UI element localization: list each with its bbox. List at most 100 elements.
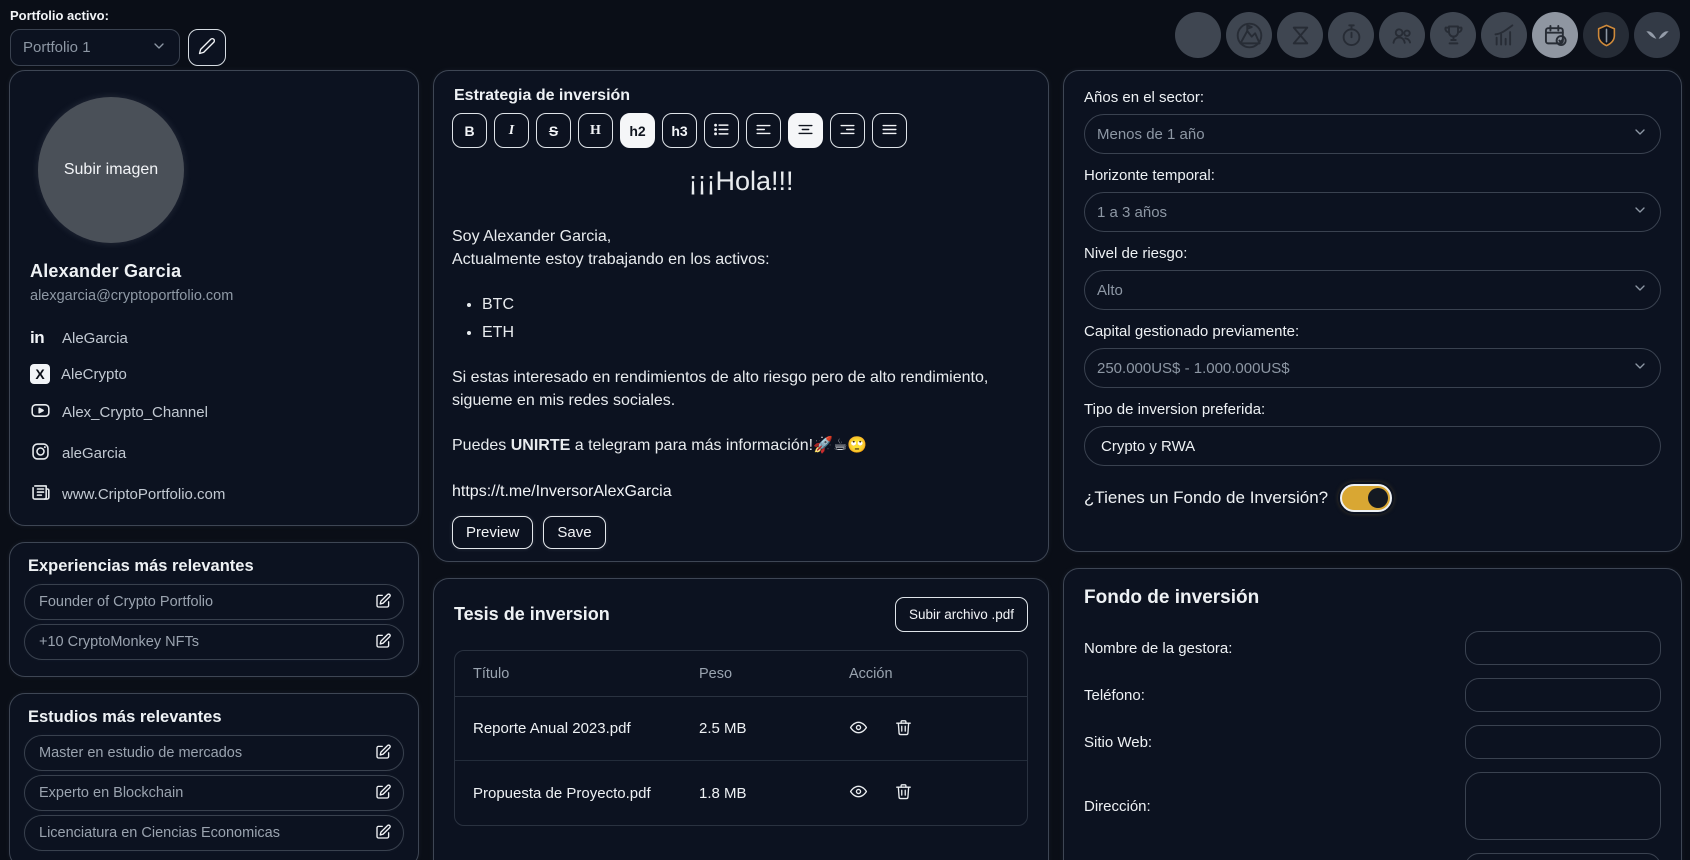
fund-website-input[interactable] <box>1465 725 1661 759</box>
social-label: AleCrypto <box>61 365 127 383</box>
social-link-website[interactable]: www.CriptoPortfolio.com <box>30 482 398 507</box>
view-file-button[interactable] <box>849 782 868 804</box>
experience-item[interactable]: Founder of Crypto Portfolio <box>24 584 404 620</box>
richtext-toolbar: B I S H h2 h3 <box>452 113 1030 148</box>
asset-item: BTC <box>482 294 1030 317</box>
h2-button[interactable]: h2 <box>620 113 655 148</box>
file-title: Propuesta de Proyecto.pdf <box>473 784 651 802</box>
risk-level-select[interactable]: Alto <box>1084 270 1661 310</box>
fund-manager-label: Nombre de la gestora: <box>1084 639 1233 657</box>
align-center-button[interactable] <box>788 113 823 148</box>
social-label: aleGarcia <box>62 445 127 462</box>
delete-file-button[interactable] <box>894 782 913 804</box>
edit-study-button[interactable] <box>369 779 397 807</box>
align-right-button[interactable] <box>830 113 865 148</box>
blank-badge[interactable] <box>1175 12 1221 58</box>
social-link-instagram[interactable]: aleGarcia <box>30 441 398 466</box>
chevron-down-icon <box>1632 280 1648 300</box>
portfolio-select-value: Portfolio 1 <box>23 39 91 56</box>
upload-pdf-button[interactable]: Subir archivo .pdf <box>894 597 1028 632</box>
right-column: Años en el sector: Menos de 1 año Horizo… <box>1063 70 1682 860</box>
align-center-icon <box>796 120 815 142</box>
wings-badge[interactable] <box>1634 12 1680 58</box>
social-link-linkedin[interactable]: in AleGarcia <box>30 328 398 348</box>
fund-phone-label: Teléfono: <box>1084 686 1145 704</box>
strategy-line2: Actualmente estoy trabajando en los acti… <box>452 251 770 269</box>
calendar-check-badge[interactable] <box>1532 12 1578 58</box>
sector-years-select[interactable]: Menos de 1 año <box>1084 114 1661 154</box>
edit-portfolio-button[interactable] <box>188 29 226 66</box>
strategy-line1: Soy Alexander Garcia, <box>452 228 612 246</box>
strategy-editor[interactable]: ¡¡¡Hola!!! Soy Alexander Garcia, Actualm… <box>452 162 1030 504</box>
edit-square-icon <box>374 743 392 764</box>
fund-extra-input[interactable] <box>1465 853 1661 860</box>
growth-chart-badge[interactable] <box>1481 12 1527 58</box>
mountain-flag-badge[interactable] <box>1226 12 1272 58</box>
justify-icon <box>880 120 899 142</box>
shield-badge[interactable] <box>1583 12 1629 58</box>
telegram-link[interactable]: https://t.me/InversorAlexGarcia <box>452 483 672 501</box>
italic-button[interactable]: I <box>494 113 529 148</box>
social-link-youtube[interactable]: Alex_Crypto_Channel <box>30 400 398 425</box>
portfolio-active-label: Portfolio activo: <box>10 8 109 23</box>
hourglass-badge[interactable] <box>1277 12 1323 58</box>
experience-item[interactable]: +10 CryptoMonkey NFTs <box>24 624 404 660</box>
studies-card: Estudios más relevantes Master en estudi… <box>9 693 419 860</box>
experience-text: +10 CryptoMonkey NFTs <box>39 634 199 650</box>
managed-capital-label: Capital gestionado previamente: <box>1084 323 1300 340</box>
eye-icon <box>849 782 868 804</box>
social-label: AleGarcia <box>62 329 128 347</box>
trophy-badge[interactable] <box>1430 12 1476 58</box>
h3-button[interactable]: h3 <box>662 113 697 148</box>
file-size: 1.8 MB <box>699 784 747 802</box>
heading-button[interactable]: H <box>578 113 613 148</box>
edit-experience-button[interactable] <box>369 628 397 656</box>
thesis-title: Tesis de inversion <box>454 604 610 624</box>
preview-button[interactable]: Preview <box>452 516 534 550</box>
team-badge[interactable] <box>1379 12 1425 58</box>
save-button[interactable]: Save <box>543 516 606 550</box>
social-label: www.CriptoPortfolio.com <box>62 486 226 503</box>
bold-button[interactable]: B <box>452 113 487 148</box>
study-text: Master en estudio de mercados <box>39 745 243 761</box>
x-icon: X <box>30 364 50 384</box>
fund-toggle[interactable] <box>1340 484 1393 512</box>
chevron-down-icon <box>1632 202 1648 222</box>
eye-icon <box>849 718 868 740</box>
chevron-down-icon <box>151 38 167 58</box>
trash-icon <box>894 718 913 740</box>
study-item[interactable]: Master en estudio de mercados <box>24 735 404 771</box>
align-left-button[interactable] <box>746 113 781 148</box>
edit-study-button[interactable] <box>369 819 397 847</box>
fund-phone-input[interactable] <box>1465 678 1661 712</box>
edit-experience-button[interactable] <box>369 588 397 616</box>
preferences-card: Años en el sector: Menos de 1 año Horizo… <box>1063 70 1682 552</box>
fund-website-label: Sitio Web: <box>1084 733 1153 751</box>
bullet-list-button[interactable] <box>704 113 739 148</box>
investment-type-label: Tipo de inversion preferida: <box>1084 401 1266 418</box>
time-horizon-select[interactable]: 1 a 3 años <box>1084 192 1661 232</box>
stopwatch-badge[interactable] <box>1328 12 1374 58</box>
fund-address-input[interactable] <box>1465 772 1661 840</box>
table-row: Reporte Anual 2023.pdf 2.5 MB <box>455 697 1027 761</box>
strategy-para2: Si estas interesado en rendimientos de a… <box>452 369 989 409</box>
edit-square-icon <box>374 783 392 804</box>
study-item[interactable]: Experto en Blockchain <box>24 775 404 811</box>
view-file-button[interactable] <box>849 718 868 740</box>
strategy-heading: ¡¡¡Hola!!! <box>688 166 794 196</box>
fund-manager-input[interactable] <box>1465 631 1661 665</box>
file-size: 2.5 MB <box>699 720 747 737</box>
upload-image-button[interactable]: Subir imagen <box>38 97 184 243</box>
social-link-x[interactable]: X AleCrypto <box>30 364 398 384</box>
study-item[interactable]: Licenciatura en Ciencias Economicas <box>24 815 404 851</box>
strikethrough-button[interactable]: S <box>536 113 571 148</box>
social-links: in AleGarcia X AleCrypto Alex_Crypto_Cha… <box>30 328 398 507</box>
portfolio-select[interactable]: Portfolio 1 <box>10 29 180 66</box>
delete-file-button[interactable] <box>894 718 913 740</box>
risk-level-label: Nivel de riesgo: <box>1084 245 1188 262</box>
social-label: Alex_Crypto_Channel <box>62 404 208 421</box>
edit-study-button[interactable] <box>369 739 397 767</box>
investment-type-input[interactable]: Crypto y RWA <box>1084 426 1661 466</box>
managed-capital-select[interactable]: 250.000US$ - 1.000.000US$ <box>1084 348 1661 388</box>
justify-button[interactable] <box>872 113 907 148</box>
